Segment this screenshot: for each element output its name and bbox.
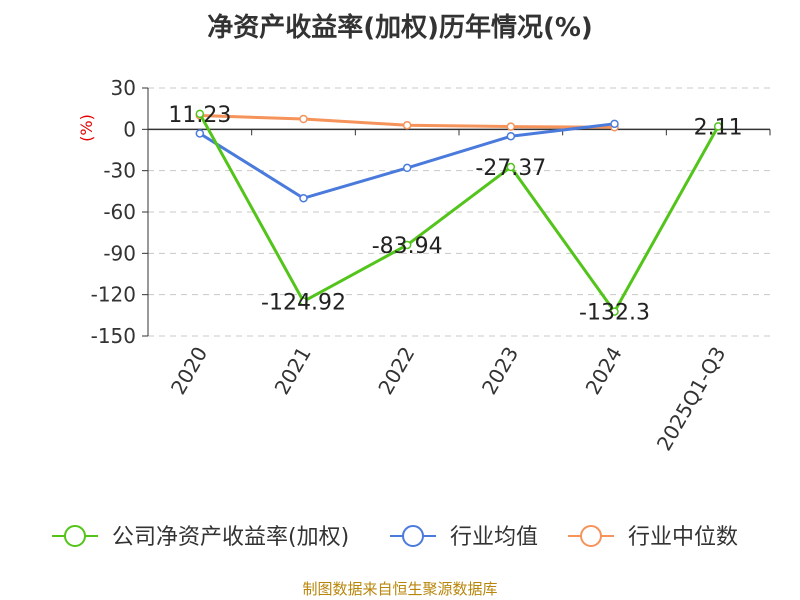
y-tick-label: -30 [103, 159, 136, 183]
series-point [402, 120, 412, 130]
y-tick-labels: 30 0 -30 -60 -90 -120 -150 [91, 76, 136, 348]
x-tick-label: 2021 [270, 343, 316, 399]
y-tick-label: 0 [123, 117, 136, 141]
series-point [506, 131, 516, 141]
y-axis-unit: (%) [77, 114, 96, 142]
series-point [195, 129, 205, 138]
series-point [299, 193, 308, 203]
legend-marker [580, 525, 602, 547]
series-point [713, 122, 723, 131]
series-point [402, 240, 412, 250]
x-tick-labels: 2020 2021 2022 2023 2024 2025Q1-Q3 [166, 343, 731, 455]
legend: 公司净资产收益率(加权) 行业均值 行业中位数 [52, 525, 738, 550]
axes [142, 87, 771, 337]
data-label: 2.11 [694, 115, 743, 140]
series-point [506, 122, 516, 131]
legend-marker [64, 525, 86, 547]
data-label: -27.37 [475, 156, 546, 181]
series-line [198, 113, 720, 314]
series-point [610, 119, 619, 129]
series-point [610, 307, 619, 316]
series-line [199, 122, 615, 200]
source-note: 制图数据来自恒生聚源数据库 [302, 580, 497, 598]
legend-label: 公司净资产收益率(加权) [112, 525, 349, 550]
legend-label: 行业中位数 [628, 525, 738, 550]
data-label: 11.23 [168, 103, 231, 128]
chart-title: 净资产收益率(加权)历年情况(%) [207, 12, 593, 43]
data-label: -124.92 [261, 290, 346, 315]
x-tick-label: 2023 [477, 343, 523, 399]
y-tick-label: -90 [103, 241, 136, 265]
series-point [195, 109, 205, 119]
data-labels: 11.23 -124.92 -83.94 -27.37 -132.3 2.11 [168, 103, 742, 326]
y-tick-label: -120 [91, 283, 136, 307]
y-tick-label: -150 [91, 324, 136, 348]
legend-label: 行业均值 [450, 525, 538, 550]
x-tick-label: 2024 [581, 343, 627, 399]
y-tick-label: -60 [103, 200, 136, 224]
x-tick-label: 2022 [373, 343, 419, 399]
series-point [402, 163, 412, 173]
series-lines [195, 109, 723, 316]
y-tick-label: 30 [111, 76, 136, 100]
series-point [299, 297, 308, 306]
series-point [506, 162, 516, 172]
gridlines [148, 87, 770, 337]
x-tick-label: 2020 [166, 343, 212, 399]
x-tick-label: 2025Q1-Q3 [652, 343, 731, 455]
data-label: -132.3 [579, 301, 650, 326]
series-point [299, 114, 308, 124]
data-label: -83.94 [372, 234, 443, 259]
legend-marker [402, 525, 424, 547]
